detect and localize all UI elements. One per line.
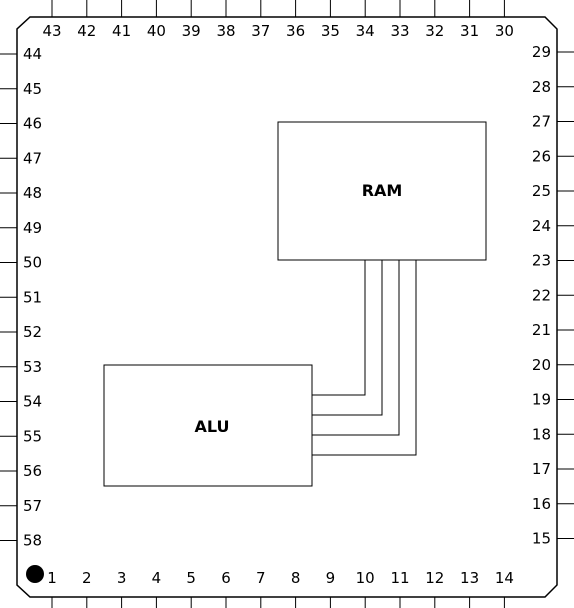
- pin-label: 41: [112, 22, 131, 40]
- pin-label: 7: [256, 569, 266, 587]
- pin-label: 55: [23, 427, 42, 445]
- pin-label: 23: [532, 252, 551, 270]
- pin-label: 30: [495, 22, 514, 40]
- pin-label: 21: [532, 321, 551, 339]
- pin-label: 56: [23, 462, 42, 480]
- pin-label: 18: [532, 425, 551, 443]
- top-pin-labels: 43 42 41 40 39 38 37 36 35 34 33 32 31 30: [42, 22, 513, 40]
- pin-label: 34: [356, 22, 375, 40]
- pin-label: 24: [532, 217, 551, 235]
- pin-label: 28: [532, 78, 551, 96]
- bus-wire: [312, 260, 383, 416]
- pin-label: 26: [532, 147, 551, 165]
- bus-wire: [312, 260, 417, 456]
- pin-label: 13: [460, 569, 479, 587]
- pin-label: 9: [326, 569, 336, 587]
- pin-label: 12: [425, 569, 444, 587]
- pin-label: 54: [23, 393, 42, 411]
- pin-label: 45: [23, 80, 42, 98]
- left-pin-stubs: [0, 53, 17, 541]
- pin-label: 32: [425, 22, 444, 40]
- pin-label: 17: [532, 460, 551, 478]
- pin-label: 29: [532, 43, 551, 61]
- pin-label: 51: [23, 288, 42, 306]
- pin-label: 43: [42, 22, 61, 40]
- pin-label: 37: [251, 22, 270, 40]
- pin-label: 27: [532, 113, 551, 131]
- left-pin-labels: 44 45 46 47 48 49 50 51 52 53 54 55 56 57 58: [23, 45, 42, 550]
- bus-wire: [312, 260, 366, 396]
- pin-label: 31: [460, 22, 479, 40]
- right-pin-labels: 29 28 27 26 25 24 23 22 21 20 19 18 17 16 15: [532, 43, 551, 548]
- pin-label: 52: [23, 323, 42, 341]
- pin-label: 38: [216, 22, 235, 40]
- bottom-pin-stubs: [51, 597, 505, 608]
- pin-label: 15: [532, 530, 551, 548]
- pin-label: 33: [390, 22, 409, 40]
- pin-label: 4: [152, 569, 162, 587]
- pin-label: 25: [532, 182, 551, 200]
- right-pin-stubs: [557, 51, 574, 539]
- pin-label: 44: [23, 45, 42, 63]
- pin-label: 50: [23, 254, 42, 272]
- pin-label: 42: [77, 22, 96, 40]
- pin-label: 20: [532, 356, 551, 374]
- pin-label: 58: [23, 532, 42, 550]
- ram-alu-bus: [312, 259, 434, 456]
- pin-label: 11: [390, 569, 409, 587]
- pin-label: 22: [532, 286, 551, 304]
- pin-label: 10: [356, 569, 375, 587]
- pin-label: 2: [82, 569, 92, 587]
- pin-label: 5: [186, 569, 196, 587]
- chip-body-outline: [16, 16, 558, 598]
- pin-label: 6: [221, 569, 231, 587]
- pin-label: 8: [291, 569, 301, 587]
- pin-label: 40: [147, 22, 166, 40]
- alu-block-label: ALU: [195, 417, 230, 436]
- pin-label: 48: [23, 184, 42, 202]
- pin-label: 36: [286, 22, 305, 40]
- pin-label: 16: [532, 495, 551, 513]
- pin-label: 57: [23, 497, 42, 515]
- pin-label: 19: [532, 391, 551, 409]
- pin-label: 14: [495, 569, 514, 587]
- top-pin-stubs: [51, 0, 505, 17]
- pin-label: 35: [321, 22, 340, 40]
- bottom-pin-labels: 1 2 3 4 5 6 7 8 9 10 11 12 13 14: [47, 569, 514, 587]
- pin-1-orientation-dot: [26, 565, 44, 583]
- pin-label: 39: [182, 22, 201, 40]
- ram-block-label: RAM: [362, 181, 403, 200]
- pin-label: 47: [23, 149, 42, 167]
- pin-label: 46: [23, 115, 42, 133]
- pin-label: 1: [47, 569, 57, 587]
- bus-wire: [312, 260, 400, 436]
- pin-label: 53: [23, 358, 42, 376]
- alu-block: [103, 364, 313, 487]
- pin-label: 49: [23, 219, 42, 237]
- pin-label: 3: [117, 569, 127, 587]
